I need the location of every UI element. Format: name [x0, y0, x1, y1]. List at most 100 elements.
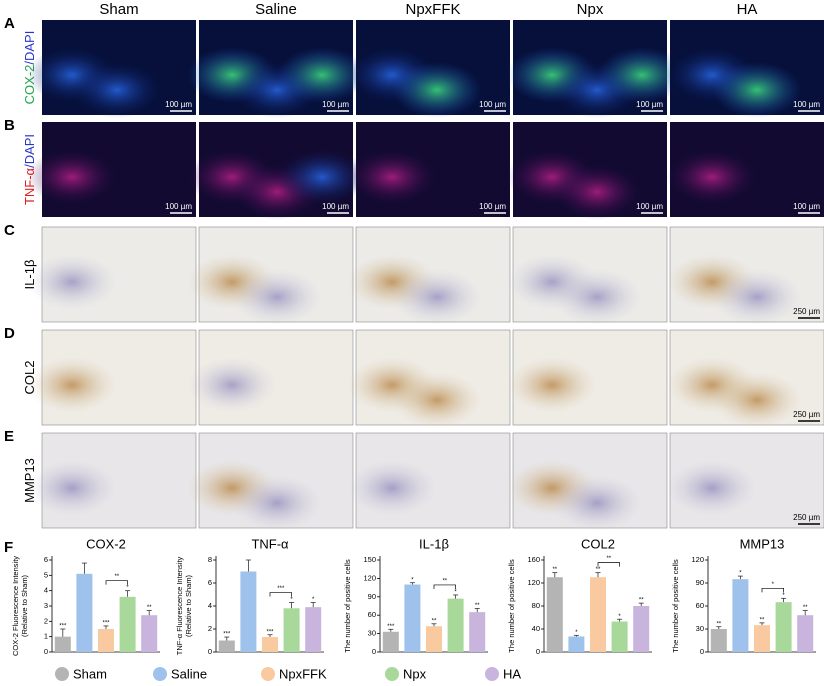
chart-title: COX-2 [86, 536, 126, 551]
scale-label: 100 µm [322, 100, 349, 109]
y-tick-label: 160 [527, 555, 540, 564]
y-axis-label-line: COX-2 Fluorescence Intensity [11, 556, 20, 656]
bar [141, 615, 158, 652]
y-tick-label: 0 [44, 647, 48, 656]
bracket-label: ** [606, 556, 611, 562]
bracket-label: * [772, 582, 775, 588]
scale-label: 250 µm [793, 307, 820, 316]
significance-mark: * [782, 593, 785, 599]
significance-mark: * [575, 630, 578, 636]
error-bar [388, 628, 394, 632]
panel-letter: F [4, 539, 13, 556]
scale-label: 250 µm [793, 410, 820, 419]
error-bar [431, 623, 437, 627]
error-bar [781, 597, 787, 603]
bracket-label: ** [114, 574, 119, 580]
y-tick-label: 0 [208, 647, 212, 656]
scale-label: 100 µm [322, 202, 349, 211]
scale-label: 100 µm [479, 202, 506, 211]
tissue-region [347, 149, 437, 205]
y-tick-label: 1 [44, 632, 48, 641]
error-bar [638, 602, 644, 606]
y-tick-label: 80 [532, 601, 540, 610]
column-header: Saline [255, 1, 297, 18]
significance-mark: ** [552, 567, 557, 573]
y-tick-label: 0 [536, 647, 540, 656]
error-bar [267, 634, 273, 638]
y-axis-label: COX-2 Fluorescence Intensity(Relative to… [11, 556, 29, 656]
column-header: Npx [577, 1, 604, 18]
scale-label: 100 µm [793, 100, 820, 109]
tissue-region [277, 149, 367, 205]
column-header: HA [737, 1, 758, 18]
panel-letter: C [4, 222, 15, 239]
tissue-region [507, 357, 597, 413]
significance-mark: *** [266, 629, 274, 635]
y-tick-label: 6 [44, 555, 48, 564]
error-bar [802, 610, 808, 616]
panel-letter: A [4, 15, 15, 32]
error-bar [759, 622, 765, 626]
bar [633, 606, 650, 652]
significance-mark: ** [432, 618, 437, 624]
scale-label: 100 µm [165, 100, 192, 109]
panel-letter: D [4, 325, 15, 342]
bracket-label: ** [442, 579, 447, 585]
y-axis-label-line: The number of positive cells [343, 559, 352, 653]
error-bar [224, 636, 230, 641]
scale-label: 100 µm [165, 202, 192, 211]
error-bar [737, 575, 743, 580]
tissue-region [392, 269, 482, 325]
tissue-region [552, 164, 642, 220]
error-bar [716, 626, 722, 629]
error-bar [245, 559, 251, 572]
bar [611, 621, 628, 652]
tissue-region [277, 47, 367, 103]
error-bar [146, 610, 152, 616]
scale-label: 100 µm [793, 202, 820, 211]
tissue-region [232, 269, 322, 325]
y-axis-label: TNF-α Fluorescence Intensity(Relative to… [175, 556, 193, 655]
legend-label: Npx [403, 666, 427, 681]
bar [568, 636, 585, 652]
row-label-part: /DAPI [22, 134, 37, 168]
error-bar [81, 562, 87, 574]
bar [426, 626, 442, 652]
scale-label: 100 µm [479, 100, 506, 109]
bar [119, 596, 136, 652]
y-axis-label-line: TNF-α Fluorescence Intensity [175, 556, 184, 655]
y-tick-label: 60 [368, 610, 376, 619]
error-bar [474, 608, 480, 613]
significance-bracket [433, 584, 456, 589]
error-bar [289, 602, 295, 609]
bar [754, 625, 770, 652]
significance-mark: *** [223, 632, 231, 638]
bar [76, 573, 93, 652]
tissue-region [552, 269, 642, 325]
y-tick-label: 0 [372, 647, 376, 656]
bracket-label: *** [277, 586, 285, 592]
error-bar [125, 590, 131, 597]
tissue-region [712, 269, 802, 325]
tissue-region [27, 254, 117, 310]
significance-bracket [761, 587, 784, 593]
tissue-region [667, 149, 757, 205]
y-axis-label-line: (Relative to Sham) [20, 574, 29, 637]
y-axis-label-line: (Relative to Sham) [184, 574, 193, 637]
significance-mark: ** [475, 603, 480, 609]
tissue-region [392, 62, 482, 118]
row-label-part: /DAPI [22, 31, 37, 65]
bar [382, 631, 399, 652]
significance-mark: ** [716, 621, 721, 627]
y-tick-label: 2 [44, 616, 48, 625]
error-bar [409, 582, 415, 585]
scale-label: 100 µm [636, 202, 663, 211]
bar [98, 629, 114, 652]
legend-swatch [261, 667, 275, 681]
legend-swatch [153, 667, 167, 681]
y-axis-label: The number of positive cells [507, 559, 516, 653]
error-bar [103, 625, 109, 629]
y-tick-label: 40 [532, 624, 540, 633]
significance-mark: * [411, 577, 414, 583]
tissue-region [27, 460, 117, 516]
